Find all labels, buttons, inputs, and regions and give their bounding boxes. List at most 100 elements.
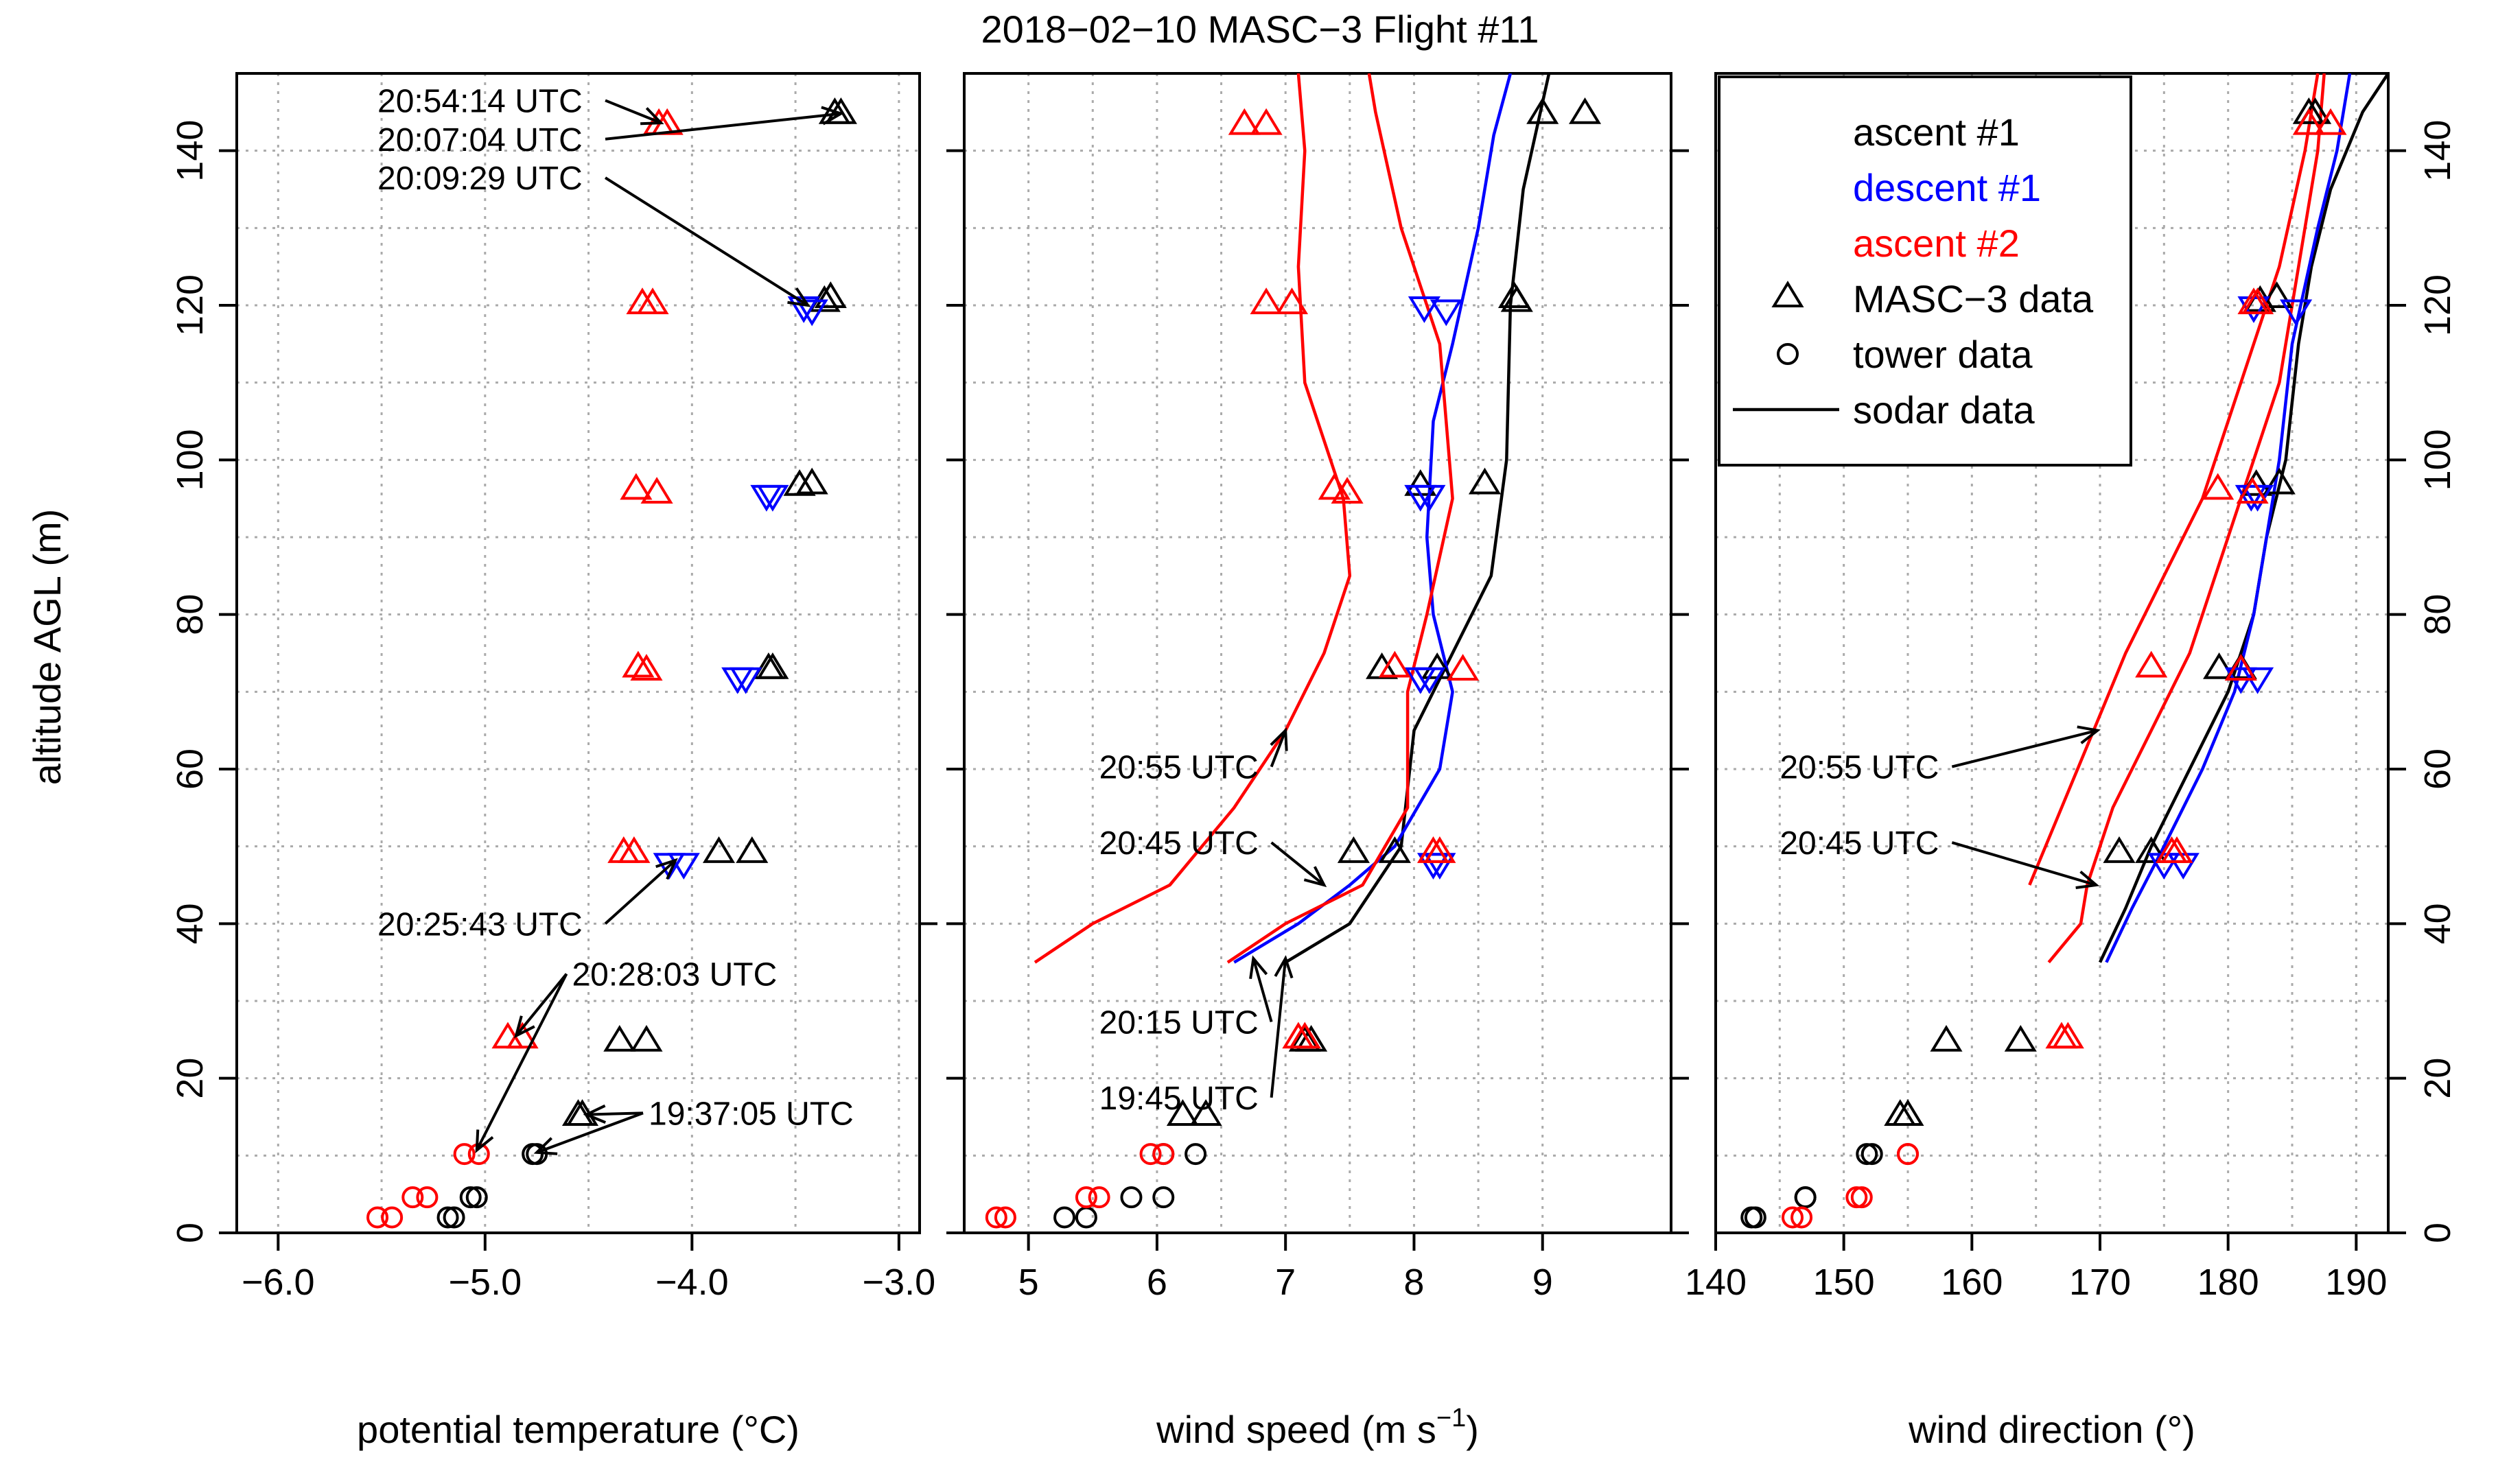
masc-point [1447,654,1480,681]
annotation-arrow-head [2075,870,2100,889]
annotation-arrow-head [655,858,678,880]
tower-point [1850,1186,1873,1209]
sodar-line-2055 [1034,73,1352,964]
x-axis-label: wind speed (m s−1) [1156,1404,1479,1451]
y-tick-label: 40 [2417,903,2458,944]
panels: −6.0 −5.0 −4.0 −3.0 potential temperature (°… [170,72,2458,1451]
annotation-arrow-shaft [586,1111,644,1116]
x-tick-label: −6.0 [242,1262,315,1303]
masc-point [2261,281,2294,308]
masc-point [636,287,669,314]
annotations: 20:55 UTC 20:45 UTC [1780,725,2101,889]
masc-point [2051,1022,2084,1049]
panel-temperature: −6.0 −5.0 −4.0 −3.0 potential temperature (°… [170,72,937,1451]
plot-frame [963,72,1672,1234]
masc-point [1413,484,1446,512]
sodar-line-2015 [1233,73,1513,964]
masc-point [2103,836,2136,863]
masc-point [603,1024,636,1052]
annotation-label: 20:54:14 UTC [377,83,583,119]
y-axis [946,149,1689,1234]
legend-symbol-triangle [1771,281,1804,307]
y-tick-label: 120 [2417,274,2458,336]
annotation-label: 20:15 UTC [1099,1004,1259,1041]
tower-point [366,1206,389,1229]
tower-point [1075,1186,1097,1209]
masc-point [1250,287,1283,314]
legend-entry: tower data [1777,333,2033,376]
x-tick-label: −3.0 [863,1262,936,1303]
masc-point [618,836,651,863]
annotation-label: 20:55 UTC [1780,750,1939,786]
masc-point [1891,1099,1924,1126]
masc-point [1331,477,1364,504]
sodar-line-2045 [1226,73,1454,964]
annotation-label: 20:45 UTC [1099,825,1259,862]
masc-point [1930,1024,1963,1052]
annotation-arrow-head [2077,725,2101,744]
tower-point [465,1186,488,1209]
x-tick-label: 140 [1685,1262,1747,1303]
masc-point [1288,1022,1321,1049]
y-tick-label: 20 [170,1058,211,1099]
masc-point [2263,467,2296,495]
tower-points [1740,1143,1919,1229]
masc-point [2160,836,2193,863]
masc-point [1378,836,1411,863]
masc-point [2135,650,2168,678]
masc-point [1430,299,1462,327]
masc-point [1337,836,1370,863]
grid [964,73,1671,1233]
legend-entry: ascent #2 [1853,222,2020,265]
tower-point [453,1143,476,1166]
x-tick-label: 7 [1275,1262,1296,1303]
plot-frame [1714,72,2390,1234]
x-axis-label-text: wind speed (m s [1156,1408,1436,1451]
masc-point [630,654,663,681]
x-tick-label: −5.0 [449,1262,522,1303]
panel-wind-direction: 140 150 160 170 180 190 wind direction (°) 0 20 4… [1685,72,2458,1451]
annotation-label: 20:07:04 UTC [377,122,583,158]
tower-point [994,1206,1016,1229]
y-tick-label: 0 [170,1223,211,1243]
masc-point [2241,287,2274,314]
tower-point [1053,1206,1076,1229]
masc-point [2167,853,2200,880]
masc-point [795,299,828,327]
tower-point [1744,1206,1766,1229]
masc-point [2292,108,2325,135]
masc-point [1423,853,1456,880]
x-tick-label: 190 [2325,1262,2387,1303]
x-tick-label: 180 [2197,1262,2259,1303]
annotation-arrow-head [583,1104,607,1124]
masc-point [2314,108,2347,135]
tower-point [1790,1206,1813,1229]
masc-point [1166,1099,1199,1126]
legend-entry: descent #1 [1853,166,2041,209]
y-tick-label: 80 [170,594,211,635]
x-tick-label: 8 [1403,1262,1424,1303]
x-axis-label-superscript: −1 [1436,1404,1466,1432]
masc-point [1423,836,1456,863]
masc-point [1378,650,1411,678]
x-tick-label: 9 [1532,1262,1553,1303]
tower-point [1088,1186,1110,1209]
annotation-arrow-shaft [1270,841,1325,886]
y-tick-label: 60 [170,748,211,790]
tower-points [985,1143,1207,1229]
annotation-arrow-head [787,287,811,307]
annotation-arrow-shaft [605,112,841,141]
legend-entry: ascent #1 [1853,110,2020,154]
masc-point [1366,652,1399,679]
annotation-label: 20:25:43 UTC [377,906,583,943]
y-tick-label: 100 [2417,429,2458,491]
annotation-arrow-shaft [1951,729,2098,768]
x-tick-label: 160 [1941,1262,2003,1303]
legend-label: tower data [1853,333,2033,376]
annotation-arrow-shaft [1951,841,2097,886]
masc-points [1166,97,1602,1126]
masc-point [736,836,769,863]
y-tick-label: 140 [170,120,211,182]
